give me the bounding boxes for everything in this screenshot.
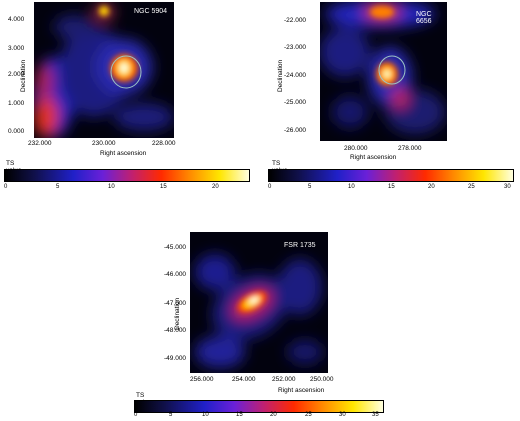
colorbar-tick: 5	[169, 412, 173, 418]
colorbar-tick: 30	[504, 184, 511, 190]
colorbar-tick: 25	[468, 184, 475, 190]
colorbar	[268, 169, 514, 182]
colorbar-tick: 30	[339, 412, 346, 418]
x-axis-label: Right ascension	[350, 154, 397, 161]
y-axis-label: Declination	[277, 59, 284, 92]
x-axis-label: Right ascension	[278, 387, 325, 394]
x-tick: 228.000	[152, 140, 176, 147]
y-tick: 4.000	[8, 16, 25, 23]
y-tick: -26.000	[284, 127, 307, 134]
y-tick: -47.000	[164, 300, 187, 307]
y-tick: 1.000	[8, 100, 25, 107]
colorbar-tick: 20	[270, 412, 277, 418]
y-tick: -48.000	[164, 327, 187, 334]
colorbar-tick: 15	[160, 184, 167, 190]
x-tick: 230.000	[92, 140, 116, 147]
colorbar-tick: 5	[56, 184, 60, 190]
ts-map-ngc-5904: NGC 5904	[34, 2, 174, 138]
colorbar-tick: 35	[372, 412, 379, 418]
colorbar-tick: 0	[268, 184, 272, 190]
ts-map-ngc-6656: NGC 6656	[320, 2, 447, 141]
x-tick: 250.000	[310, 376, 334, 383]
ts-map-image	[34, 2, 174, 138]
y-tick: 2.000	[8, 71, 25, 78]
y-tick: -46.000	[164, 271, 187, 278]
colorbar-tick: 10	[348, 184, 355, 190]
x-axis-label: Right ascension	[100, 150, 147, 157]
colorbar-tick: 5	[308, 184, 312, 190]
colorbar-tick: 10	[108, 184, 115, 190]
y-tick: -45.000	[164, 244, 187, 251]
ts-map-image	[320, 2, 447, 141]
colorbar-tick: 10	[202, 412, 209, 418]
y-tick: -24.000	[284, 72, 307, 79]
y-tick: 3.000	[8, 45, 25, 52]
colorbar-tick: 15	[236, 412, 243, 418]
ts-map-fsr-1735: FSR 1735	[190, 232, 328, 373]
y-tick: -22.000	[284, 17, 307, 24]
x-tick: 280.000	[344, 145, 368, 152]
x-tick: 256.000	[190, 376, 214, 383]
colorbar-tick: 0	[4, 184, 8, 190]
y-tick: 0.000	[8, 128, 25, 135]
y-tick: -23.000	[284, 44, 307, 51]
x-tick: 278.000	[398, 145, 422, 152]
colorbar-tick: 20	[212, 184, 219, 190]
source-name: NGC 6656	[416, 11, 432, 25]
colorbar-tick: 0	[134, 412, 138, 418]
x-tick: 252.000	[272, 376, 296, 383]
colorbar	[134, 400, 384, 413]
ts-map-image	[190, 232, 328, 373]
y-tick: -49.000	[164, 355, 187, 362]
y-tick: -25.000	[284, 99, 307, 106]
x-tick: 232.000	[28, 140, 52, 147]
source-name: FSR 1735	[284, 242, 316, 249]
x-tick: 254.000	[232, 376, 256, 383]
colorbar-tick: 15	[388, 184, 395, 190]
colorbar-tick: 25	[305, 412, 312, 418]
source-name: NGC 5904	[134, 8, 168, 15]
colorbar	[4, 169, 250, 182]
colorbar-tick: 20	[428, 184, 435, 190]
